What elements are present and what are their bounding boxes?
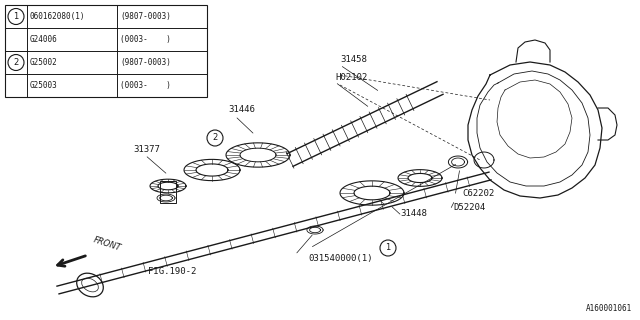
Text: (9807-0003): (9807-0003) xyxy=(120,58,171,67)
Text: 2: 2 xyxy=(13,58,19,67)
Text: 31446: 31446 xyxy=(228,106,255,115)
Text: 060162080(1): 060162080(1) xyxy=(30,12,86,21)
Bar xyxy=(5,5,207,97)
Text: H02102: H02102 xyxy=(335,74,367,83)
Text: 1: 1 xyxy=(385,244,390,252)
Text: FRONT: FRONT xyxy=(92,236,122,253)
Text: FIG.190-2: FIG.190-2 xyxy=(148,268,196,276)
Text: 31377: 31377 xyxy=(133,146,160,155)
Text: D52204: D52204 xyxy=(453,203,485,212)
Text: 31448: 31448 xyxy=(400,209,427,218)
Text: (0003-    ): (0003- ) xyxy=(120,35,171,44)
Text: 1: 1 xyxy=(13,12,19,21)
Text: (9807-0003): (9807-0003) xyxy=(120,12,171,21)
Text: G25003: G25003 xyxy=(30,81,58,90)
Text: G24006: G24006 xyxy=(30,35,58,44)
Text: 2: 2 xyxy=(212,133,218,142)
Text: G25002: G25002 xyxy=(30,58,58,67)
Bar xyxy=(160,181,176,203)
Text: A160001061: A160001061 xyxy=(586,304,632,313)
Text: C62202: C62202 xyxy=(462,188,494,197)
Text: (0003-    ): (0003- ) xyxy=(120,81,171,90)
Text: 031540000(1): 031540000(1) xyxy=(308,253,372,262)
Text: 31458: 31458 xyxy=(340,55,367,65)
